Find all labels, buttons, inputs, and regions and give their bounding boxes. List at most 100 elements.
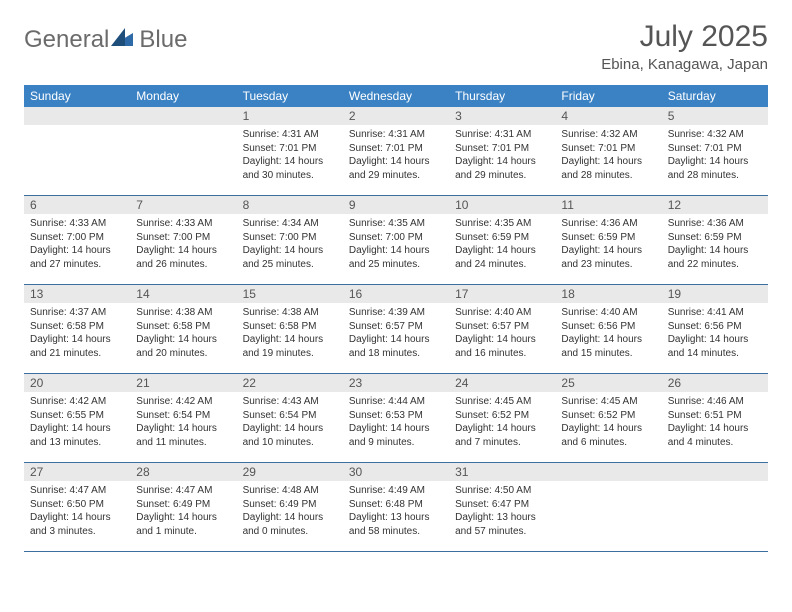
location-label: Ebina, Kanagawa, Japan xyxy=(601,56,768,73)
logo-text-2: Blue xyxy=(139,26,187,54)
day-number: 1 xyxy=(237,107,343,125)
day-header: Saturday xyxy=(662,85,768,107)
day-cell: 6Sunrise: 4:33 AMSunset: 7:00 PMDaylight… xyxy=(24,196,130,284)
day-body: Sunrise: 4:38 AMSunset: 6:58 PMDaylight:… xyxy=(130,303,236,366)
day-cell: 20Sunrise: 4:42 AMSunset: 6:55 PMDayligh… xyxy=(24,374,130,462)
day-body: Sunrise: 4:33 AMSunset: 7:00 PMDaylight:… xyxy=(24,214,130,277)
weeks-container: 1Sunrise: 4:31 AMSunset: 7:01 PMDaylight… xyxy=(24,107,768,552)
day-body: Sunrise: 4:45 AMSunset: 6:52 PMDaylight:… xyxy=(555,392,661,455)
day-number: 27 xyxy=(24,463,130,481)
day-cell xyxy=(662,463,768,551)
day-body: Sunrise: 4:32 AMSunset: 7:01 PMDaylight:… xyxy=(555,125,661,188)
day-number: 16 xyxy=(343,285,449,303)
day-header: Thursday xyxy=(449,85,555,107)
day-number: 15 xyxy=(237,285,343,303)
day-number: 5 xyxy=(662,107,768,125)
day-number-empty xyxy=(130,107,236,125)
day-cell: 11Sunrise: 4:36 AMSunset: 6:59 PMDayligh… xyxy=(555,196,661,284)
month-title: July 2025 xyxy=(601,20,768,54)
day-body: Sunrise: 4:36 AMSunset: 6:59 PMDaylight:… xyxy=(662,214,768,277)
day-number: 2 xyxy=(343,107,449,125)
day-body: Sunrise: 4:43 AMSunset: 6:54 PMDaylight:… xyxy=(237,392,343,455)
day-body: Sunrise: 4:40 AMSunset: 6:56 PMDaylight:… xyxy=(555,303,661,366)
day-cell xyxy=(130,107,236,195)
day-cell xyxy=(555,463,661,551)
day-body: Sunrise: 4:31 AMSunset: 7:01 PMDaylight:… xyxy=(237,125,343,188)
day-body: Sunrise: 4:40 AMSunset: 6:57 PMDaylight:… xyxy=(449,303,555,366)
day-number: 26 xyxy=(662,374,768,392)
day-number: 22 xyxy=(237,374,343,392)
day-cell: 23Sunrise: 4:44 AMSunset: 6:53 PMDayligh… xyxy=(343,374,449,462)
day-body: Sunrise: 4:46 AMSunset: 6:51 PMDaylight:… xyxy=(662,392,768,455)
day-body: Sunrise: 4:35 AMSunset: 6:59 PMDaylight:… xyxy=(449,214,555,277)
day-cell: 4Sunrise: 4:32 AMSunset: 7:01 PMDaylight… xyxy=(555,107,661,195)
day-header: Tuesday xyxy=(237,85,343,107)
week-row: 20Sunrise: 4:42 AMSunset: 6:55 PMDayligh… xyxy=(24,374,768,463)
day-number: 21 xyxy=(130,374,236,392)
day-cell: 22Sunrise: 4:43 AMSunset: 6:54 PMDayligh… xyxy=(237,374,343,462)
day-body: Sunrise: 4:49 AMSunset: 6:48 PMDaylight:… xyxy=(343,481,449,544)
week-row: 27Sunrise: 4:47 AMSunset: 6:50 PMDayligh… xyxy=(24,463,768,552)
day-number: 4 xyxy=(555,107,661,125)
day-number: 7 xyxy=(130,196,236,214)
calendar-page: General Blue July 2025 Ebina, Kanagawa, … xyxy=(0,0,792,572)
day-body: Sunrise: 4:32 AMSunset: 7:01 PMDaylight:… xyxy=(662,125,768,188)
week-row: 13Sunrise: 4:37 AMSunset: 6:58 PMDayligh… xyxy=(24,285,768,374)
day-body: Sunrise: 4:37 AMSunset: 6:58 PMDaylight:… xyxy=(24,303,130,366)
day-body: Sunrise: 4:31 AMSunset: 7:01 PMDaylight:… xyxy=(449,125,555,188)
day-cell: 31Sunrise: 4:50 AMSunset: 6:47 PMDayligh… xyxy=(449,463,555,551)
week-row: 1Sunrise: 4:31 AMSunset: 7:01 PMDaylight… xyxy=(24,107,768,196)
day-body: Sunrise: 4:48 AMSunset: 6:49 PMDaylight:… xyxy=(237,481,343,544)
day-cell: 10Sunrise: 4:35 AMSunset: 6:59 PMDayligh… xyxy=(449,196,555,284)
day-body: Sunrise: 4:44 AMSunset: 6:53 PMDaylight:… xyxy=(343,392,449,455)
day-body: Sunrise: 4:45 AMSunset: 6:52 PMDaylight:… xyxy=(449,392,555,455)
day-number: 3 xyxy=(449,107,555,125)
day-header: Sunday xyxy=(24,85,130,107)
day-number: 13 xyxy=(24,285,130,303)
day-body: Sunrise: 4:42 AMSunset: 6:55 PMDaylight:… xyxy=(24,392,130,455)
day-header: Friday xyxy=(555,85,661,107)
day-cell: 17Sunrise: 4:40 AMSunset: 6:57 PMDayligh… xyxy=(449,285,555,373)
day-number: 12 xyxy=(662,196,768,214)
day-cell: 16Sunrise: 4:39 AMSunset: 6:57 PMDayligh… xyxy=(343,285,449,373)
day-body: Sunrise: 4:36 AMSunset: 6:59 PMDaylight:… xyxy=(555,214,661,277)
page-header: General Blue July 2025 Ebina, Kanagawa, … xyxy=(24,20,768,73)
day-cell: 8Sunrise: 4:34 AMSunset: 7:00 PMDaylight… xyxy=(237,196,343,284)
day-number: 24 xyxy=(449,374,555,392)
day-body: Sunrise: 4:38 AMSunset: 6:58 PMDaylight:… xyxy=(237,303,343,366)
day-body: Sunrise: 4:34 AMSunset: 7:00 PMDaylight:… xyxy=(237,214,343,277)
day-cell: 13Sunrise: 4:37 AMSunset: 6:58 PMDayligh… xyxy=(24,285,130,373)
day-cell: 28Sunrise: 4:47 AMSunset: 6:49 PMDayligh… xyxy=(130,463,236,551)
week-row: 6Sunrise: 4:33 AMSunset: 7:00 PMDaylight… xyxy=(24,196,768,285)
day-number: 8 xyxy=(237,196,343,214)
day-cell: 19Sunrise: 4:41 AMSunset: 6:56 PMDayligh… xyxy=(662,285,768,373)
day-number: 9 xyxy=(343,196,449,214)
day-cell: 21Sunrise: 4:42 AMSunset: 6:54 PMDayligh… xyxy=(130,374,236,462)
day-body: Sunrise: 4:42 AMSunset: 6:54 PMDaylight:… xyxy=(130,392,236,455)
day-number: 11 xyxy=(555,196,661,214)
day-number: 29 xyxy=(237,463,343,481)
day-number: 31 xyxy=(449,463,555,481)
day-cell: 30Sunrise: 4:49 AMSunset: 6:48 PMDayligh… xyxy=(343,463,449,551)
day-number: 25 xyxy=(555,374,661,392)
logo-text-1: General xyxy=(24,26,109,54)
day-number: 6 xyxy=(24,196,130,214)
day-body: Sunrise: 4:39 AMSunset: 6:57 PMDaylight:… xyxy=(343,303,449,366)
day-number-empty xyxy=(24,107,130,125)
day-body: Sunrise: 4:33 AMSunset: 7:00 PMDaylight:… xyxy=(130,214,236,277)
day-number: 28 xyxy=(130,463,236,481)
logo-icon xyxy=(111,28,137,53)
day-body: Sunrise: 4:35 AMSunset: 7:00 PMDaylight:… xyxy=(343,214,449,277)
day-cell: 29Sunrise: 4:48 AMSunset: 6:49 PMDayligh… xyxy=(237,463,343,551)
day-cell: 15Sunrise: 4:38 AMSunset: 6:58 PMDayligh… xyxy=(237,285,343,373)
day-body: Sunrise: 4:41 AMSunset: 6:56 PMDaylight:… xyxy=(662,303,768,366)
day-header-row: SundayMondayTuesdayWednesdayThursdayFrid… xyxy=(24,85,768,107)
day-number: 14 xyxy=(130,285,236,303)
day-number-empty xyxy=(662,463,768,481)
day-cell: 26Sunrise: 4:46 AMSunset: 6:51 PMDayligh… xyxy=(662,374,768,462)
day-number: 20 xyxy=(24,374,130,392)
day-number: 18 xyxy=(555,285,661,303)
day-body: Sunrise: 4:47 AMSunset: 6:50 PMDaylight:… xyxy=(24,481,130,544)
day-number: 30 xyxy=(343,463,449,481)
title-area: July 2025 Ebina, Kanagawa, Japan xyxy=(601,20,768,73)
